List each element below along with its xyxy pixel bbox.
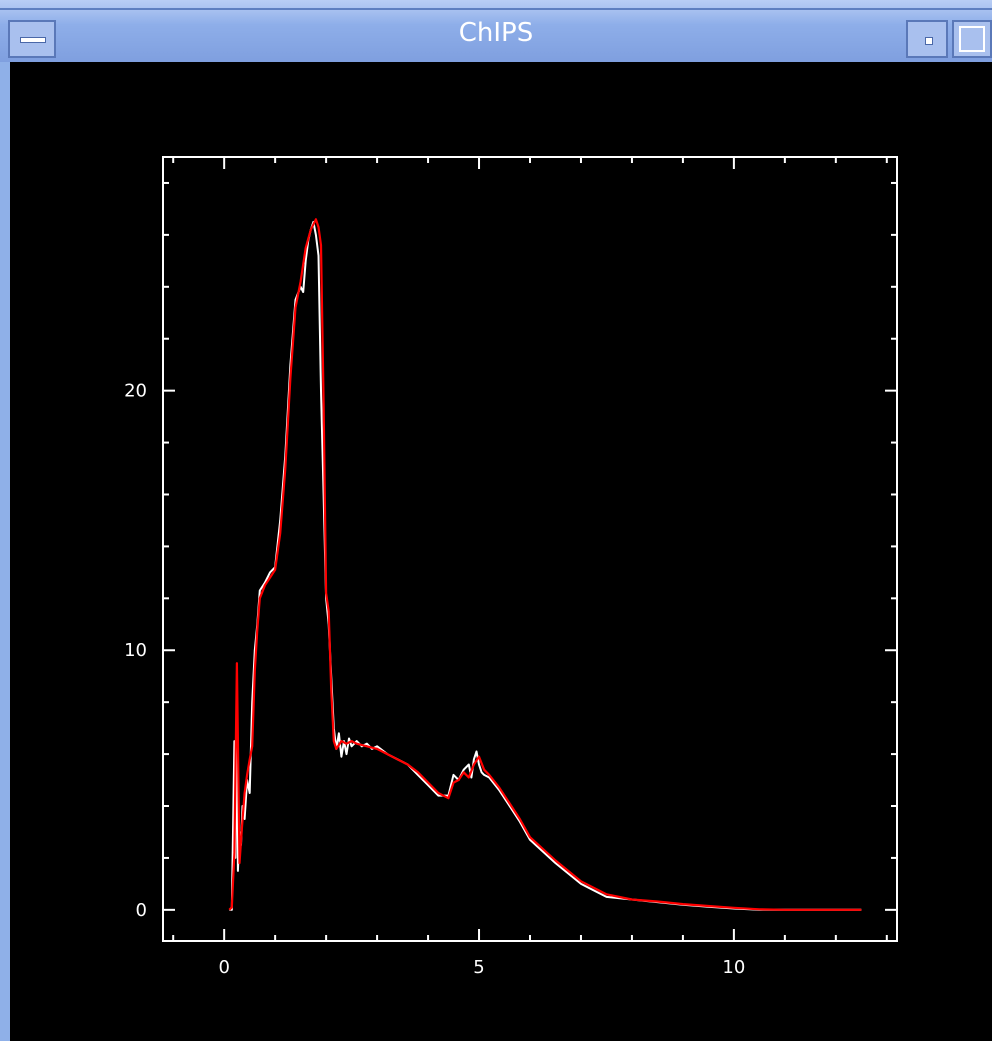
maximize-icon [959,26,985,52]
model-series-line [228,218,862,911]
window-title: ChIPS [458,18,534,48]
chart-svg: 0 5 10 0 10 20 [124,156,898,978]
x-tick-label: 0 [218,957,229,978]
title-bar-border [0,8,992,10]
title-bar[interactable]: ChIPS [0,0,992,62]
y-tick-label: 0 [136,900,147,921]
y-tick-label: 10 [124,640,147,661]
window-left-border [0,62,10,1041]
maximize-button[interactable] [952,20,992,58]
minimize-button[interactable] [906,20,948,58]
window-menu-button[interactable] [8,20,56,58]
x-tick-label: 10 [722,957,745,978]
minimize-icon [925,37,933,45]
data-series-line [229,220,862,911]
x-tick-label: 5 [473,957,484,978]
plot-canvas: 0 5 10 0 10 20 [10,62,992,1041]
window-menu-icon [20,37,46,43]
plot-frame [162,156,898,942]
y-tick-label: 20 [124,381,147,402]
